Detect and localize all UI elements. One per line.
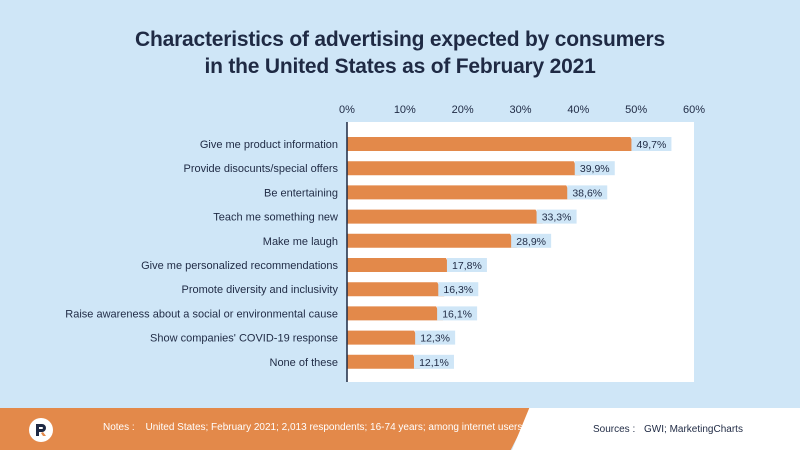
data-label-background xyxy=(446,258,487,272)
chart-title-line-1: Characteristics of advertising expected … xyxy=(135,28,665,51)
footer-sources-band xyxy=(512,408,800,450)
data-label-background xyxy=(631,137,672,151)
sources-label: Sources : xyxy=(593,424,636,435)
category-label: Give me product information xyxy=(200,139,338,151)
data-label: 12,3% xyxy=(420,333,450,345)
chart-title: Characteristics of advertising expected … xyxy=(0,26,800,80)
bar xyxy=(347,354,420,369)
data-label: 39,9% xyxy=(580,163,610,175)
category-label: Be entertaining xyxy=(264,187,338,199)
category-label: Teach me something new xyxy=(213,212,338,224)
data-label: 16,3% xyxy=(443,284,473,296)
data-label-background xyxy=(574,161,615,176)
notes-label: Notes : xyxy=(103,422,135,433)
data-label: 17,8% xyxy=(452,260,482,272)
data-label-background xyxy=(438,282,479,297)
data-label-background xyxy=(437,306,478,321)
notes-text: United States; February 2021; 2,013 resp… xyxy=(145,422,523,433)
bar xyxy=(347,137,638,151)
data-label-background xyxy=(536,209,577,224)
data-label-background xyxy=(415,330,456,345)
data-label: 33,3% xyxy=(542,212,572,224)
brand-logo-icon xyxy=(29,418,53,442)
footer-notes-band xyxy=(0,408,532,450)
category-label: None of these xyxy=(270,357,339,369)
x-tick-label: 30% xyxy=(509,104,531,116)
category-label: Provide disocunts/special offers xyxy=(184,163,339,175)
category-label: Give me personalized recommendations xyxy=(141,260,338,272)
data-label-background xyxy=(567,185,608,200)
bar xyxy=(347,330,422,345)
category-label: Show companies' COVID-19 response xyxy=(150,333,338,345)
category-label: Promote diversity and inclusivity xyxy=(181,284,338,296)
category-label: Raise awareness about a social or enviro… xyxy=(65,308,338,320)
x-tick-label: 60% xyxy=(683,104,705,116)
bar xyxy=(347,209,543,224)
bar xyxy=(347,306,444,321)
data-label-background xyxy=(511,233,552,248)
data-label-background xyxy=(413,354,454,369)
bar xyxy=(347,233,518,248)
data-label: 12,1% xyxy=(419,357,449,369)
footer-sources: Sources : GWI; MarketingCharts xyxy=(593,424,743,435)
bar xyxy=(347,185,574,200)
bar xyxy=(347,161,581,176)
x-tick-label: 40% xyxy=(567,104,589,116)
x-tick-label: 50% xyxy=(625,104,647,116)
data-label: 49,7% xyxy=(637,139,667,151)
x-tick-label: 0% xyxy=(339,104,355,116)
footer-notes: Notes : United States; February 2021; 2,… xyxy=(103,422,522,433)
x-tick-label: 20% xyxy=(452,104,474,116)
bar xyxy=(347,258,453,272)
category-label: Make me laugh xyxy=(263,236,338,248)
sources-text: GWI; MarketingCharts xyxy=(644,424,743,435)
data-label: 38,6% xyxy=(572,187,602,199)
chart-title-line-2: in the United States as of February 2021 xyxy=(204,55,596,78)
data-label: 28,9% xyxy=(516,236,546,248)
data-label: 16,1% xyxy=(442,308,472,320)
bar xyxy=(347,282,445,297)
x-tick-label: 10% xyxy=(394,104,416,116)
